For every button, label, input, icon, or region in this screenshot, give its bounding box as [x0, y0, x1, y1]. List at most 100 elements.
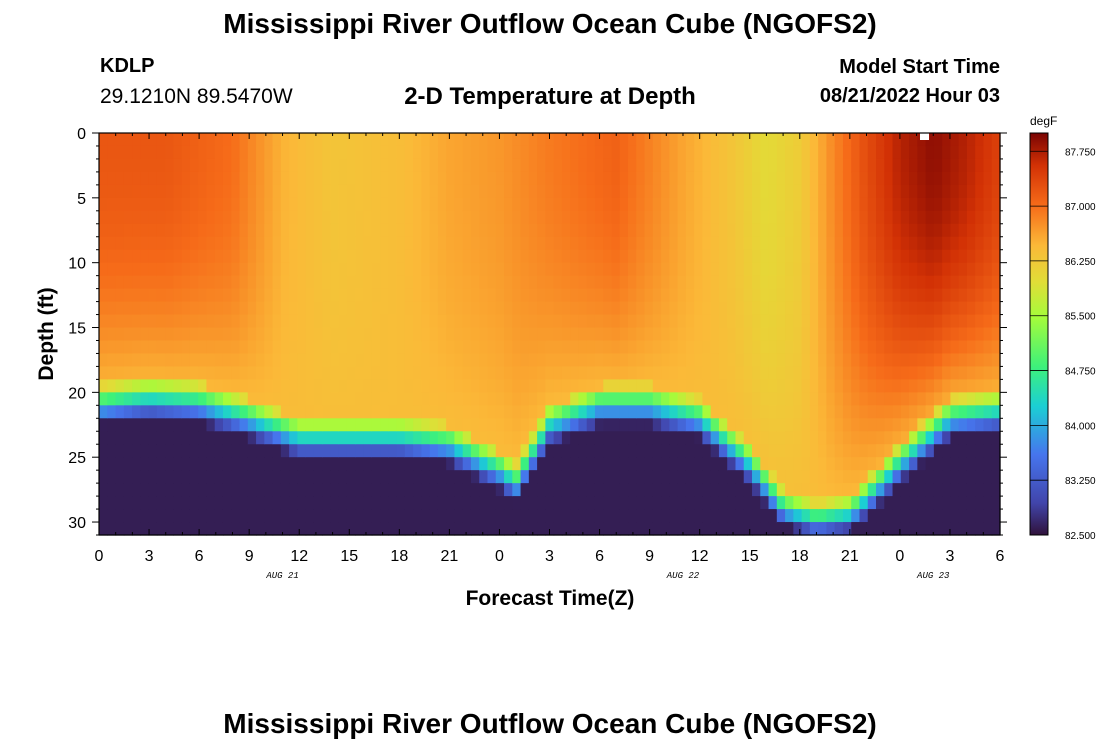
- heat-cell: [909, 275, 918, 290]
- heat-cell: [785, 223, 794, 238]
- heat-cell: [628, 483, 637, 497]
- heat-cell: [132, 405, 141, 419]
- heat-cell: [504, 314, 513, 329]
- heat-cell: [553, 522, 563, 536]
- heat-cell: [702, 405, 712, 419]
- heat-cell: [512, 418, 522, 432]
- heat-cell: [429, 470, 439, 484]
- heat-cell: [694, 236, 704, 251]
- heat-cell: [330, 496, 340, 510]
- heat-cell: [619, 444, 629, 458]
- heat-cell: [123, 210, 133, 225]
- heat-cell: [363, 379, 373, 393]
- heat-cell: [661, 483, 670, 497]
- heat-cell: [942, 392, 952, 406]
- heat-cell: [942, 249, 952, 264]
- heat-cell: [636, 509, 646, 523]
- heat-cell: [826, 509, 836, 523]
- heat-cell: [413, 145, 422, 160]
- heat-cell: [206, 184, 216, 199]
- heat-cell: [842, 522, 852, 536]
- heat-cell: [189, 301, 199, 316]
- heat-cell: [537, 483, 546, 497]
- heat-cell: [793, 418, 803, 432]
- heat-cell: [537, 249, 546, 264]
- heat-cell: [669, 133, 679, 147]
- heat-cell: [313, 262, 323, 277]
- heat-cell: [628, 197, 637, 212]
- heat-cell: [603, 275, 613, 290]
- heat-cell: [834, 275, 844, 290]
- heat-cell: [809, 470, 819, 484]
- heat-cell: [867, 366, 877, 380]
- heat-cell: [594, 288, 604, 303]
- heat-cell: [859, 379, 869, 393]
- heat-cell: [189, 418, 199, 432]
- heat-cell: [231, 353, 241, 368]
- heat-cell: [421, 509, 431, 523]
- heat-cell: [545, 509, 555, 523]
- heat-cell: [603, 262, 613, 277]
- heat-cell: [363, 444, 373, 458]
- heat-cell: [776, 314, 786, 329]
- heat-cell: [727, 470, 737, 484]
- heat-cell: [776, 431, 786, 445]
- heat-cell: [785, 171, 794, 186]
- heat-cell: [520, 483, 530, 497]
- heat-cell: [859, 145, 869, 160]
- heat-cell: [132, 353, 141, 368]
- heat-cell: [586, 158, 596, 173]
- heat-cell: [975, 262, 985, 277]
- heat-cell: [586, 405, 596, 419]
- heat-cell: [661, 210, 670, 225]
- heat-cell: [628, 431, 637, 445]
- heat-cell: [702, 301, 712, 316]
- heat-cell: [313, 223, 323, 238]
- heat-cell: [148, 379, 158, 393]
- heat-cell: [826, 262, 836, 277]
- heat-cell: [611, 145, 621, 160]
- heat-cell: [628, 158, 637, 173]
- heat-cell: [727, 418, 737, 432]
- model-start-time: 08/21/2022 Hour 03: [819, 85, 1000, 107]
- heat-cell: [619, 327, 629, 342]
- heat-cell: [173, 431, 183, 445]
- heat-cell: [594, 275, 604, 290]
- heat-cell: [487, 223, 497, 238]
- heat-cell: [313, 444, 323, 458]
- heat-cell: [809, 327, 819, 342]
- heat-cell: [313, 392, 323, 406]
- heat-cell: [165, 444, 174, 458]
- heat-cell: [677, 379, 687, 393]
- heat-cell: [743, 431, 753, 445]
- heat-cell: [710, 496, 720, 510]
- heat-cell: [950, 483, 960, 497]
- heat-cell: [206, 522, 216, 536]
- heat-cell: [826, 288, 836, 303]
- heat-cell: [206, 496, 216, 510]
- heat-cell: [214, 171, 224, 186]
- heat-cell: [107, 470, 117, 484]
- heat-cell: [264, 184, 274, 199]
- heat-cell: [760, 353, 770, 368]
- heat-cell: [966, 340, 976, 355]
- heat-cell: [181, 301, 191, 316]
- heat-cell: [983, 327, 993, 342]
- heat-cell: [495, 470, 505, 484]
- x-tick-label: 18: [791, 548, 809, 565]
- heat-cell: [925, 301, 935, 316]
- heat-cell: [404, 184, 414, 199]
- heat-cell: [776, 379, 786, 393]
- heat-cell: [289, 366, 298, 380]
- heat-cell: [702, 327, 712, 342]
- heat-cell: [842, 223, 852, 238]
- heat-cell: [925, 145, 935, 160]
- heat-cell: [115, 431, 125, 445]
- heat-cell: [768, 197, 778, 212]
- heat-cell: [628, 275, 637, 290]
- heat-cell: [752, 340, 761, 355]
- heat-cell: [818, 158, 828, 173]
- heat-cell: [644, 184, 654, 199]
- heat-cell: [479, 223, 489, 238]
- heat-cell: [892, 418, 902, 432]
